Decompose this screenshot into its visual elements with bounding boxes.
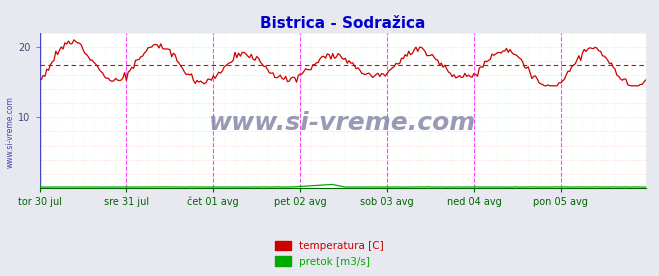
Text: www.si-vreme.com: www.si-vreme.com bbox=[5, 97, 14, 168]
Text: www.si-vreme.com: www.si-vreme.com bbox=[209, 111, 476, 135]
Legend: temperatura [C], pretok [m3/s]: temperatura [C], pretok [m3/s] bbox=[271, 237, 388, 271]
Title: Bistrica - Sodražica: Bistrica - Sodražica bbox=[260, 15, 425, 31]
